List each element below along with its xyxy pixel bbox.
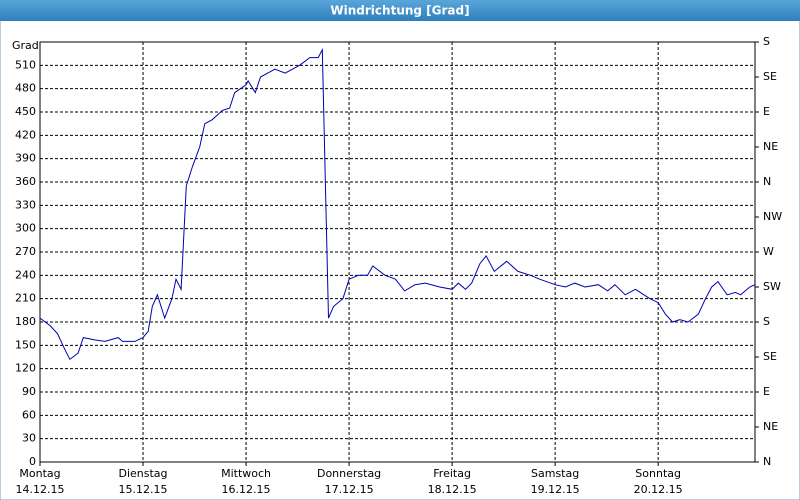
- y2-tick-label: S: [763, 315, 770, 328]
- x-tick-label: Freitag: [433, 467, 471, 480]
- y-tick-label: 480: [15, 82, 36, 95]
- y2-tick-label: SW: [763, 280, 781, 293]
- title-bar: [0, 0, 800, 21]
- y-tick-label: 150: [15, 338, 36, 351]
- y-tick-label: 360: [15, 175, 36, 188]
- y2-tick-label: N: [763, 175, 771, 188]
- chart-title: Windrichtung [Grad]: [330, 4, 469, 18]
- y-tick-label: 330: [15, 198, 36, 211]
- x-tick-date: 16.12.15: [222, 483, 271, 496]
- x-tick-label: Mittwoch: [221, 467, 271, 480]
- y2-tick-label: NE: [763, 420, 778, 433]
- y-tick-label: 210: [15, 292, 36, 305]
- y2-tick-label: SE: [763, 350, 777, 363]
- x-tick-label: Samstag: [531, 467, 579, 480]
- x-tick-label: Montag: [19, 467, 60, 480]
- y-tick-label: 390: [15, 152, 36, 165]
- y2-tick-label: N: [763, 455, 771, 468]
- y-tick-label: 270: [15, 245, 36, 258]
- x-tick-date: 19.12.15: [531, 483, 580, 496]
- y-tick-label: 90: [22, 385, 36, 398]
- y2-tick-label: E: [763, 105, 770, 118]
- y2-tick-label: NW: [763, 210, 782, 223]
- x-tick-date: 17.12.15: [325, 483, 374, 496]
- y-tick-label: 60: [22, 408, 36, 421]
- y2-tick-label: SE: [763, 70, 777, 83]
- y-tick-label: 120: [15, 362, 36, 375]
- y-axis-label: Grad: [12, 39, 39, 52]
- y2-tick-label: W: [763, 245, 774, 258]
- x-tick-date: 14.12.15: [16, 483, 65, 496]
- y-tick-label: 510: [15, 58, 36, 71]
- x-tick-date: 18.12.15: [428, 483, 477, 496]
- x-tick-label: Dienstag: [119, 467, 168, 480]
- y-tick-label: 420: [15, 128, 36, 141]
- y2-tick-label: E: [763, 385, 770, 398]
- y-tick-label: 240: [15, 268, 36, 281]
- x-tick-date: 15.12.15: [119, 483, 168, 496]
- y-tick-label: 30: [22, 432, 36, 445]
- x-tick-date: 20.12.15: [634, 483, 683, 496]
- y-tick-label: 450: [15, 105, 36, 118]
- x-tick-label: Donnerstag: [317, 467, 381, 480]
- y2-tick-label: S: [763, 35, 770, 48]
- y-tick-label: 300: [15, 222, 36, 235]
- y-tick-label: 0: [29, 455, 36, 468]
- plot-border: [39, 41, 756, 463]
- y2-tick-label: NE: [763, 140, 778, 153]
- y-tick-label: 180: [15, 315, 36, 328]
- x-tick-label: Sonntag: [635, 467, 681, 480]
- data-line: [39, 47, 756, 361]
